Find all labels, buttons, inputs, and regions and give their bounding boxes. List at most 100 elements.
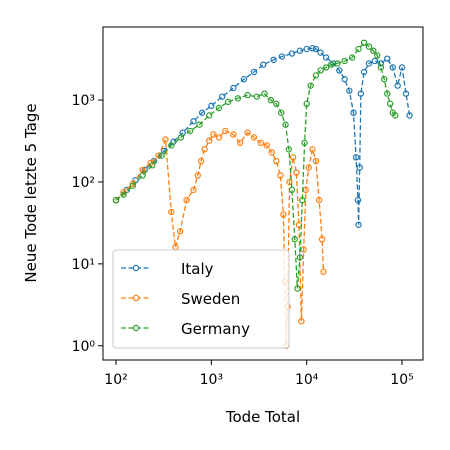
data-point [355,45,362,53]
data-point [299,196,306,204]
legend-label: Sweden [181,290,240,308]
data-point [208,102,215,110]
data-point [187,127,194,135]
data-point [309,44,316,52]
legend-marker [132,264,140,272]
data-point [315,196,323,204]
data-point [298,317,305,325]
data-point [120,191,127,198]
legend-box [112,249,290,349]
data-point [389,64,396,71]
data-point [206,137,213,144]
data-point [318,236,326,243]
data-point [360,68,368,76]
data-point [309,146,316,153]
data-point [392,112,399,119]
data-point [341,57,348,65]
x-tick-label: 10⁵ [390,372,413,388]
data-point [244,129,251,136]
data-point [253,93,261,100]
data-point [190,118,197,125]
legend-label: Italy [181,260,214,278]
data-point [263,142,270,149]
data-point [168,208,175,216]
x-tick-label: 10⁴ [295,372,319,388]
data-point [312,72,320,79]
data-point [305,164,312,171]
data-point [312,157,320,165]
data-point [222,127,229,135]
data-point [341,75,348,83]
data-point [377,64,385,71]
data-point [280,211,287,218]
y-tick-label: 10² [72,175,95,191]
data-point [282,121,289,128]
data-point [158,152,165,159]
axes-frame [102,26,424,361]
data-point [346,87,353,94]
ticks: 10² 10³ 10⁴ 10⁵ 10⁰ 10¹ 10² 10³ [72,93,414,388]
data-point [277,172,284,179]
data-point [197,157,205,165]
legend-marker [132,324,140,332]
data-point [273,100,280,108]
data-point [250,134,258,141]
data-point [352,154,360,161]
data-point [267,96,274,104]
data-point [336,67,343,74]
data-point [219,93,226,100]
data-point [356,164,363,171]
data-point [277,109,285,116]
data-point [384,90,391,97]
data-point [286,178,293,186]
x-axis-label: Tode Total [225,408,300,426]
data-point [357,90,365,97]
data-point [365,43,373,50]
data-point [129,182,137,189]
data-point [288,186,296,194]
data-point [230,131,237,138]
data-point [289,154,297,161]
data-point [261,90,268,97]
data-point [196,121,203,128]
data-point [360,39,368,47]
data-point [139,172,146,179]
data-point [301,139,308,147]
data-point [234,95,242,102]
data-point [112,196,120,204]
data-point [278,53,286,60]
data-point [177,134,185,141]
data-point [206,112,213,119]
data-point [149,162,156,169]
data-point [371,57,379,65]
data-point [288,50,296,57]
data-point [236,139,244,147]
data-point [322,54,330,61]
data-point [168,142,175,149]
data-point [354,196,362,204]
data-point [317,67,324,74]
data-point [183,196,190,204]
series-line [115,41,396,289]
data-point [230,84,237,92]
data-point [296,254,304,261]
x-tick-label: 10³ [200,372,223,388]
data-point [398,64,406,71]
data-point [320,268,327,275]
data-point [402,90,410,97]
data-point [312,45,320,53]
data-point [386,100,394,108]
series-line [115,130,325,346]
data-point [307,82,314,89]
x-tick-label: 10² [104,372,127,388]
data-point [317,49,324,56]
data-point [355,221,362,228]
data-point [296,47,304,54]
data-point [224,98,232,106]
data-point [244,91,251,99]
data-point [194,172,201,179]
data-point [210,131,217,138]
data-point [260,61,267,68]
data-point [377,60,385,67]
